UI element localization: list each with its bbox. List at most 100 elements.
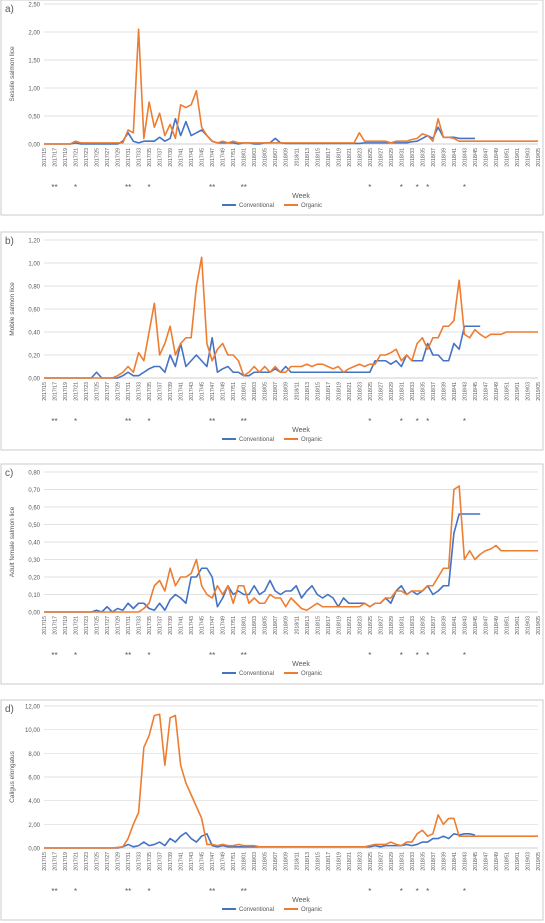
x-tick-label: 2017/27	[105, 382, 111, 401]
x-tick-label: 2017/29	[116, 148, 122, 167]
significance-mark: *	[74, 417, 77, 426]
panel-frame	[0, 231, 544, 451]
x-tick-label: 2018/19	[336, 382, 342, 401]
x-tick-label: 2018/15	[315, 148, 321, 167]
significance-mark: *	[400, 417, 403, 426]
x-tick-label: 2019/01	[515, 148, 521, 167]
x-tick-label: 2017/47	[210, 382, 216, 401]
x-tick-label: 2017/51	[231, 852, 237, 871]
significance-mark: **	[241, 417, 247, 426]
x-tick-label: 2018/49	[494, 616, 500, 635]
significance-mark: *	[148, 651, 151, 660]
significance-mark: *	[426, 417, 429, 426]
x-tick-label: 2017/21	[74, 382, 80, 401]
x-tick-label: 2017/35	[147, 382, 153, 401]
x-tick-label: 2018/07	[273, 148, 279, 167]
x-tick-label: 2018/01	[242, 148, 248, 167]
x-tick-label: 2018/37	[431, 382, 437, 401]
x-tick-label: 2017/35	[147, 616, 153, 635]
panel-frame	[0, 0, 544, 216]
x-tick-label: 2018/45	[473, 852, 479, 871]
x-tick-label: 2018/07	[273, 616, 279, 635]
x-tick-label: 2018/25	[368, 382, 374, 401]
x-tick-label: 2017/41	[179, 148, 185, 167]
significance-mark: **	[241, 887, 247, 896]
x-tick-label: 2018/45	[473, 382, 479, 401]
x-tick-label: 2018/21	[347, 382, 353, 401]
x-tick-label: 2018/47	[483, 382, 489, 401]
x-tick-label: 2018/47	[483, 852, 489, 871]
x-tick-label: 2018/05	[263, 616, 269, 635]
y-tick-label: 0,30	[28, 558, 40, 564]
x-tick-label: 2018/09	[284, 382, 290, 401]
x-tick-label: 2018/39	[441, 382, 447, 401]
x-tick-label: 2018/35	[420, 852, 426, 871]
x-tick-label: 2018/15	[315, 382, 321, 401]
x-tick-label: 2017/23	[84, 148, 90, 167]
x-tick-label: 2018/39	[441, 148, 447, 167]
series-line-organic	[44, 713, 538, 849]
significance-mark: *	[426, 887, 429, 896]
y-tick-label: 0,80	[28, 471, 40, 477]
x-tick-label: 2018/29	[389, 616, 395, 635]
panel-label: c)	[5, 468, 13, 479]
x-tick-label: 2019/05	[536, 616, 542, 635]
x-tick-label: 2018/11	[294, 616, 300, 634]
significance-mark: *	[74, 887, 77, 896]
x-tick-label: 2019/05	[536, 382, 542, 401]
x-tick-label: 2018/41	[452, 852, 458, 871]
x-tick-label: 2018/03	[252, 852, 258, 871]
x-tick-label: 2019/03	[525, 616, 531, 635]
legend-label-organic: Organic	[301, 437, 322, 443]
x-axis-label: Week	[292, 897, 310, 904]
x-tick-label: 2018/13	[305, 382, 311, 401]
x-tick-label: 2018/43	[462, 616, 468, 635]
significance-mark: *	[416, 651, 419, 660]
x-tick-label: 2018/13	[305, 616, 311, 635]
x-tick-label: 2017/49	[221, 616, 227, 635]
x-tick-label: 2017/47	[210, 148, 216, 167]
y-axis-label: Sessile salmon lice	[9, 46, 16, 102]
x-tick-label: 2017/15	[42, 616, 48, 635]
x-tick-label: 2018/51	[504, 382, 510, 401]
significance-mark: **	[209, 651, 215, 660]
x-tick-label: 2018/25	[368, 616, 374, 635]
y-tick-label: 0,50	[28, 115, 40, 121]
significance-mark: *	[416, 183, 419, 192]
x-tick-label: 2018/23	[357, 148, 363, 167]
chart-panel-4: d) 0,00 2,00 4,00 6,00 8,00 10,00 12,00 Caligus …	[0, 699, 544, 921]
x-tick-label: 2018/31	[399, 148, 405, 167]
x-tick-label: 2019/03	[525, 852, 531, 871]
x-tick-label: 2017/35	[147, 148, 153, 167]
x-tick-label: 2018/21	[347, 148, 353, 167]
significance-mark: *	[148, 183, 151, 192]
x-tick-label: 2018/03	[252, 148, 258, 167]
panel-frame	[0, 463, 544, 685]
x-tick-label: 2017/23	[84, 852, 90, 871]
x-tick-label: 2017/41	[179, 616, 185, 635]
x-tick-label: 2019/01	[515, 382, 521, 401]
x-tick-label: 2018/05	[263, 852, 269, 871]
significance-mark: *	[463, 651, 466, 660]
significance-mark: **	[209, 183, 215, 192]
x-tick-label: 2018/43	[462, 382, 468, 401]
x-tick-label: 2017/37	[158, 382, 164, 401]
x-tick-label: 2017/43	[189, 616, 195, 635]
x-tick-label: 2017/25	[95, 382, 101, 401]
x-tick-label: 2018/09	[284, 148, 290, 167]
x-tick-label: 2017/33	[137, 852, 143, 871]
significance-mark: *	[368, 417, 371, 426]
x-tick-label: 2018/15	[315, 616, 321, 635]
x-tick-label: 2018/33	[410, 148, 416, 167]
significance-mark: **	[125, 417, 131, 426]
x-tick-label: 2018/27	[378, 616, 384, 635]
y-tick-label: 2,50	[28, 3, 40, 9]
x-tick-label: 2017/39	[168, 148, 174, 167]
x-tick-label: 2017/39	[168, 382, 174, 401]
y-tick-label: 0,50	[28, 523, 40, 529]
x-tick-label: 2018/19	[336, 852, 342, 871]
x-tick-label: 2017/17	[53, 616, 59, 635]
x-tick-label: 2017/17	[53, 852, 59, 871]
x-tick-label: 2018/33	[410, 616, 416, 635]
